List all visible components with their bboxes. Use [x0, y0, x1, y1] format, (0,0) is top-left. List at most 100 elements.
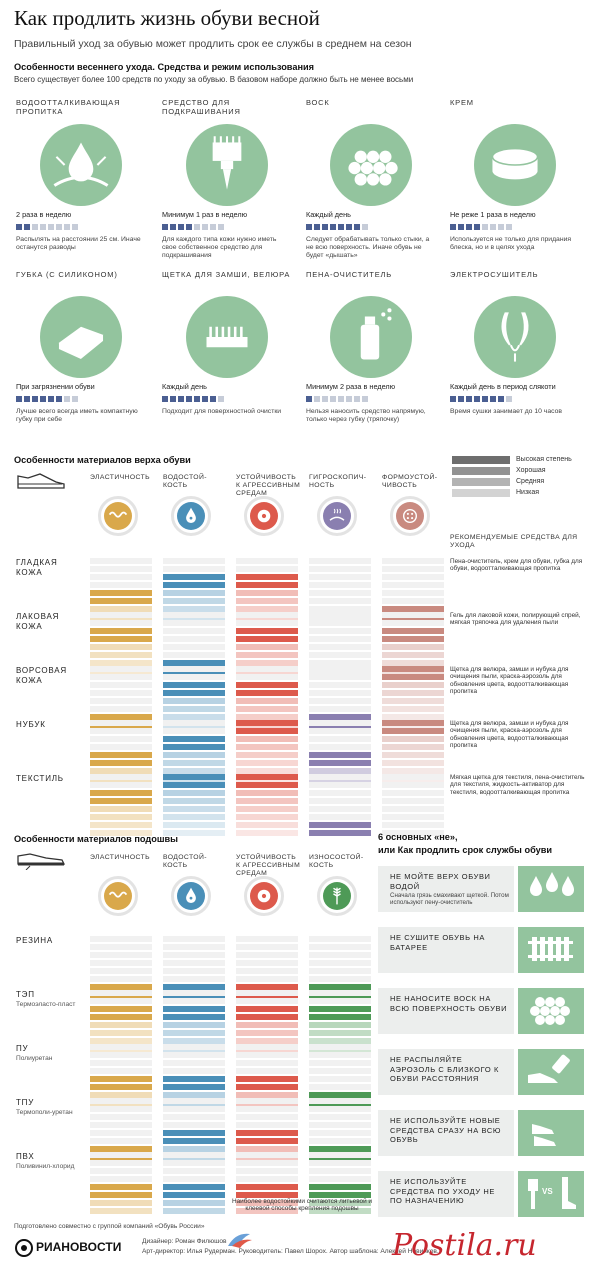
rating-bar	[163, 960, 225, 966]
care-item-note: Время сушки занимает до 10 часов	[450, 408, 562, 415]
rating-bar	[90, 944, 152, 950]
care-item-circle	[474, 296, 556, 378]
rating-bar	[163, 1152, 225, 1158]
material-name: Лаковая кожа	[16, 612, 60, 631]
rating-bar	[382, 768, 444, 774]
rating-bar	[309, 590, 371, 596]
rating-bar	[309, 1022, 371, 1028]
rating-bar	[163, 768, 225, 774]
rating-bar	[90, 620, 152, 626]
rating-bar	[309, 606, 371, 612]
care-item-frequency: Минимум 2 раза в неделю	[306, 382, 396, 391]
level-square	[322, 224, 328, 230]
rating-bar	[309, 814, 371, 820]
rating-bar	[309, 1092, 371, 1098]
rating-bar	[90, 574, 152, 580]
rating-bar	[236, 706, 298, 712]
rating-bar	[236, 936, 298, 942]
rating-bar	[163, 566, 225, 572]
rating-bar	[382, 752, 444, 758]
care-item-frequency: Каждый день	[306, 210, 351, 219]
rating-bar	[382, 782, 444, 788]
column-label: Водостой-кость	[163, 474, 207, 489]
dont-item: Не сушите обувь на батарее	[378, 927, 514, 973]
rating-bars	[309, 774, 371, 838]
rating-bar	[90, 1146, 152, 1152]
rating-bar	[163, 752, 225, 758]
rating-bar	[309, 1014, 371, 1020]
level-square	[362, 224, 368, 230]
column-label: Водостой-кость	[163, 854, 207, 869]
level-square	[194, 224, 200, 230]
rating-bar	[309, 698, 371, 704]
rating-bar	[309, 1052, 371, 1058]
rating-bar	[236, 628, 298, 634]
rating-bar	[309, 990, 371, 996]
rating-bar	[309, 768, 371, 774]
rating-bar	[309, 566, 371, 572]
rating-bar	[90, 782, 152, 788]
rating-bar	[309, 720, 371, 726]
shoe-upper-icon	[17, 473, 65, 489]
rating-bar	[309, 574, 371, 580]
rating-bar	[90, 1084, 152, 1090]
level-square	[330, 396, 336, 402]
rating-bar	[236, 1014, 298, 1020]
water-drops-icon	[530, 872, 574, 896]
care-item-circle	[474, 124, 556, 206]
rating-bar	[90, 760, 152, 766]
material-subname: Поливинил-хлорид	[16, 1163, 75, 1170]
material-name: ТПУ	[16, 1098, 35, 1107]
rating-bar	[163, 952, 225, 958]
material-name: Резина	[16, 936, 53, 945]
rating-bar	[90, 1014, 152, 1020]
level-square	[170, 224, 176, 230]
rating-bar	[90, 652, 152, 658]
column-circle	[244, 496, 284, 536]
rating-bar	[309, 1038, 371, 1044]
rating-bar	[309, 728, 371, 734]
rating-bar	[236, 698, 298, 704]
rating-bar	[236, 620, 298, 626]
rating-bar	[236, 976, 298, 982]
rating-bar	[163, 728, 225, 734]
upper-heading: Особенности материалов верха обуви	[14, 455, 191, 465]
rating-bar	[309, 1076, 371, 1082]
rating-bar	[163, 944, 225, 950]
rating-bar	[163, 636, 225, 642]
rating-bar	[236, 760, 298, 766]
level-square	[210, 396, 216, 402]
rating-bar	[309, 936, 371, 942]
rating-bar	[309, 790, 371, 796]
rating-bar	[236, 790, 298, 796]
rating-bar	[236, 666, 298, 672]
rating-bar	[163, 720, 225, 726]
rating-bar	[236, 822, 298, 828]
care-item-note: Лучше всего всегда иметь компактную губк…	[16, 408, 138, 423]
care-item-note: Используется не только для придания блес…	[450, 236, 572, 251]
rating-bar	[309, 760, 371, 766]
column-label: Устойчивость к агрессивным средам	[236, 854, 301, 877]
rating-bar	[309, 968, 371, 974]
rating-bar	[382, 830, 444, 836]
rating-bar	[236, 1030, 298, 1036]
level-square	[32, 224, 38, 230]
rating-bar	[90, 682, 152, 688]
dont-text: Не распыляйте аэрозоль с близкого к обув…	[390, 1055, 499, 1083]
donts-heading: 6 основных «не»,	[378, 832, 458, 842]
rating-bar	[382, 612, 444, 618]
column-circle	[390, 496, 430, 536]
rating-bar	[309, 660, 371, 666]
level-square	[210, 224, 216, 230]
rating-bar	[309, 1152, 371, 1158]
rating-bar	[163, 574, 225, 580]
rating-bar	[90, 984, 152, 990]
wave-icon	[108, 511, 128, 518]
water-drop-icon	[53, 142, 109, 187]
level-square	[498, 224, 504, 230]
rating-bar	[236, 1176, 298, 1182]
rating-bar	[163, 984, 225, 990]
dont-item: Не используйте новые средства сразу на в…	[378, 1110, 514, 1156]
column-label: Гигроскопич-ность	[309, 474, 367, 489]
rating-bar	[309, 1192, 371, 1198]
